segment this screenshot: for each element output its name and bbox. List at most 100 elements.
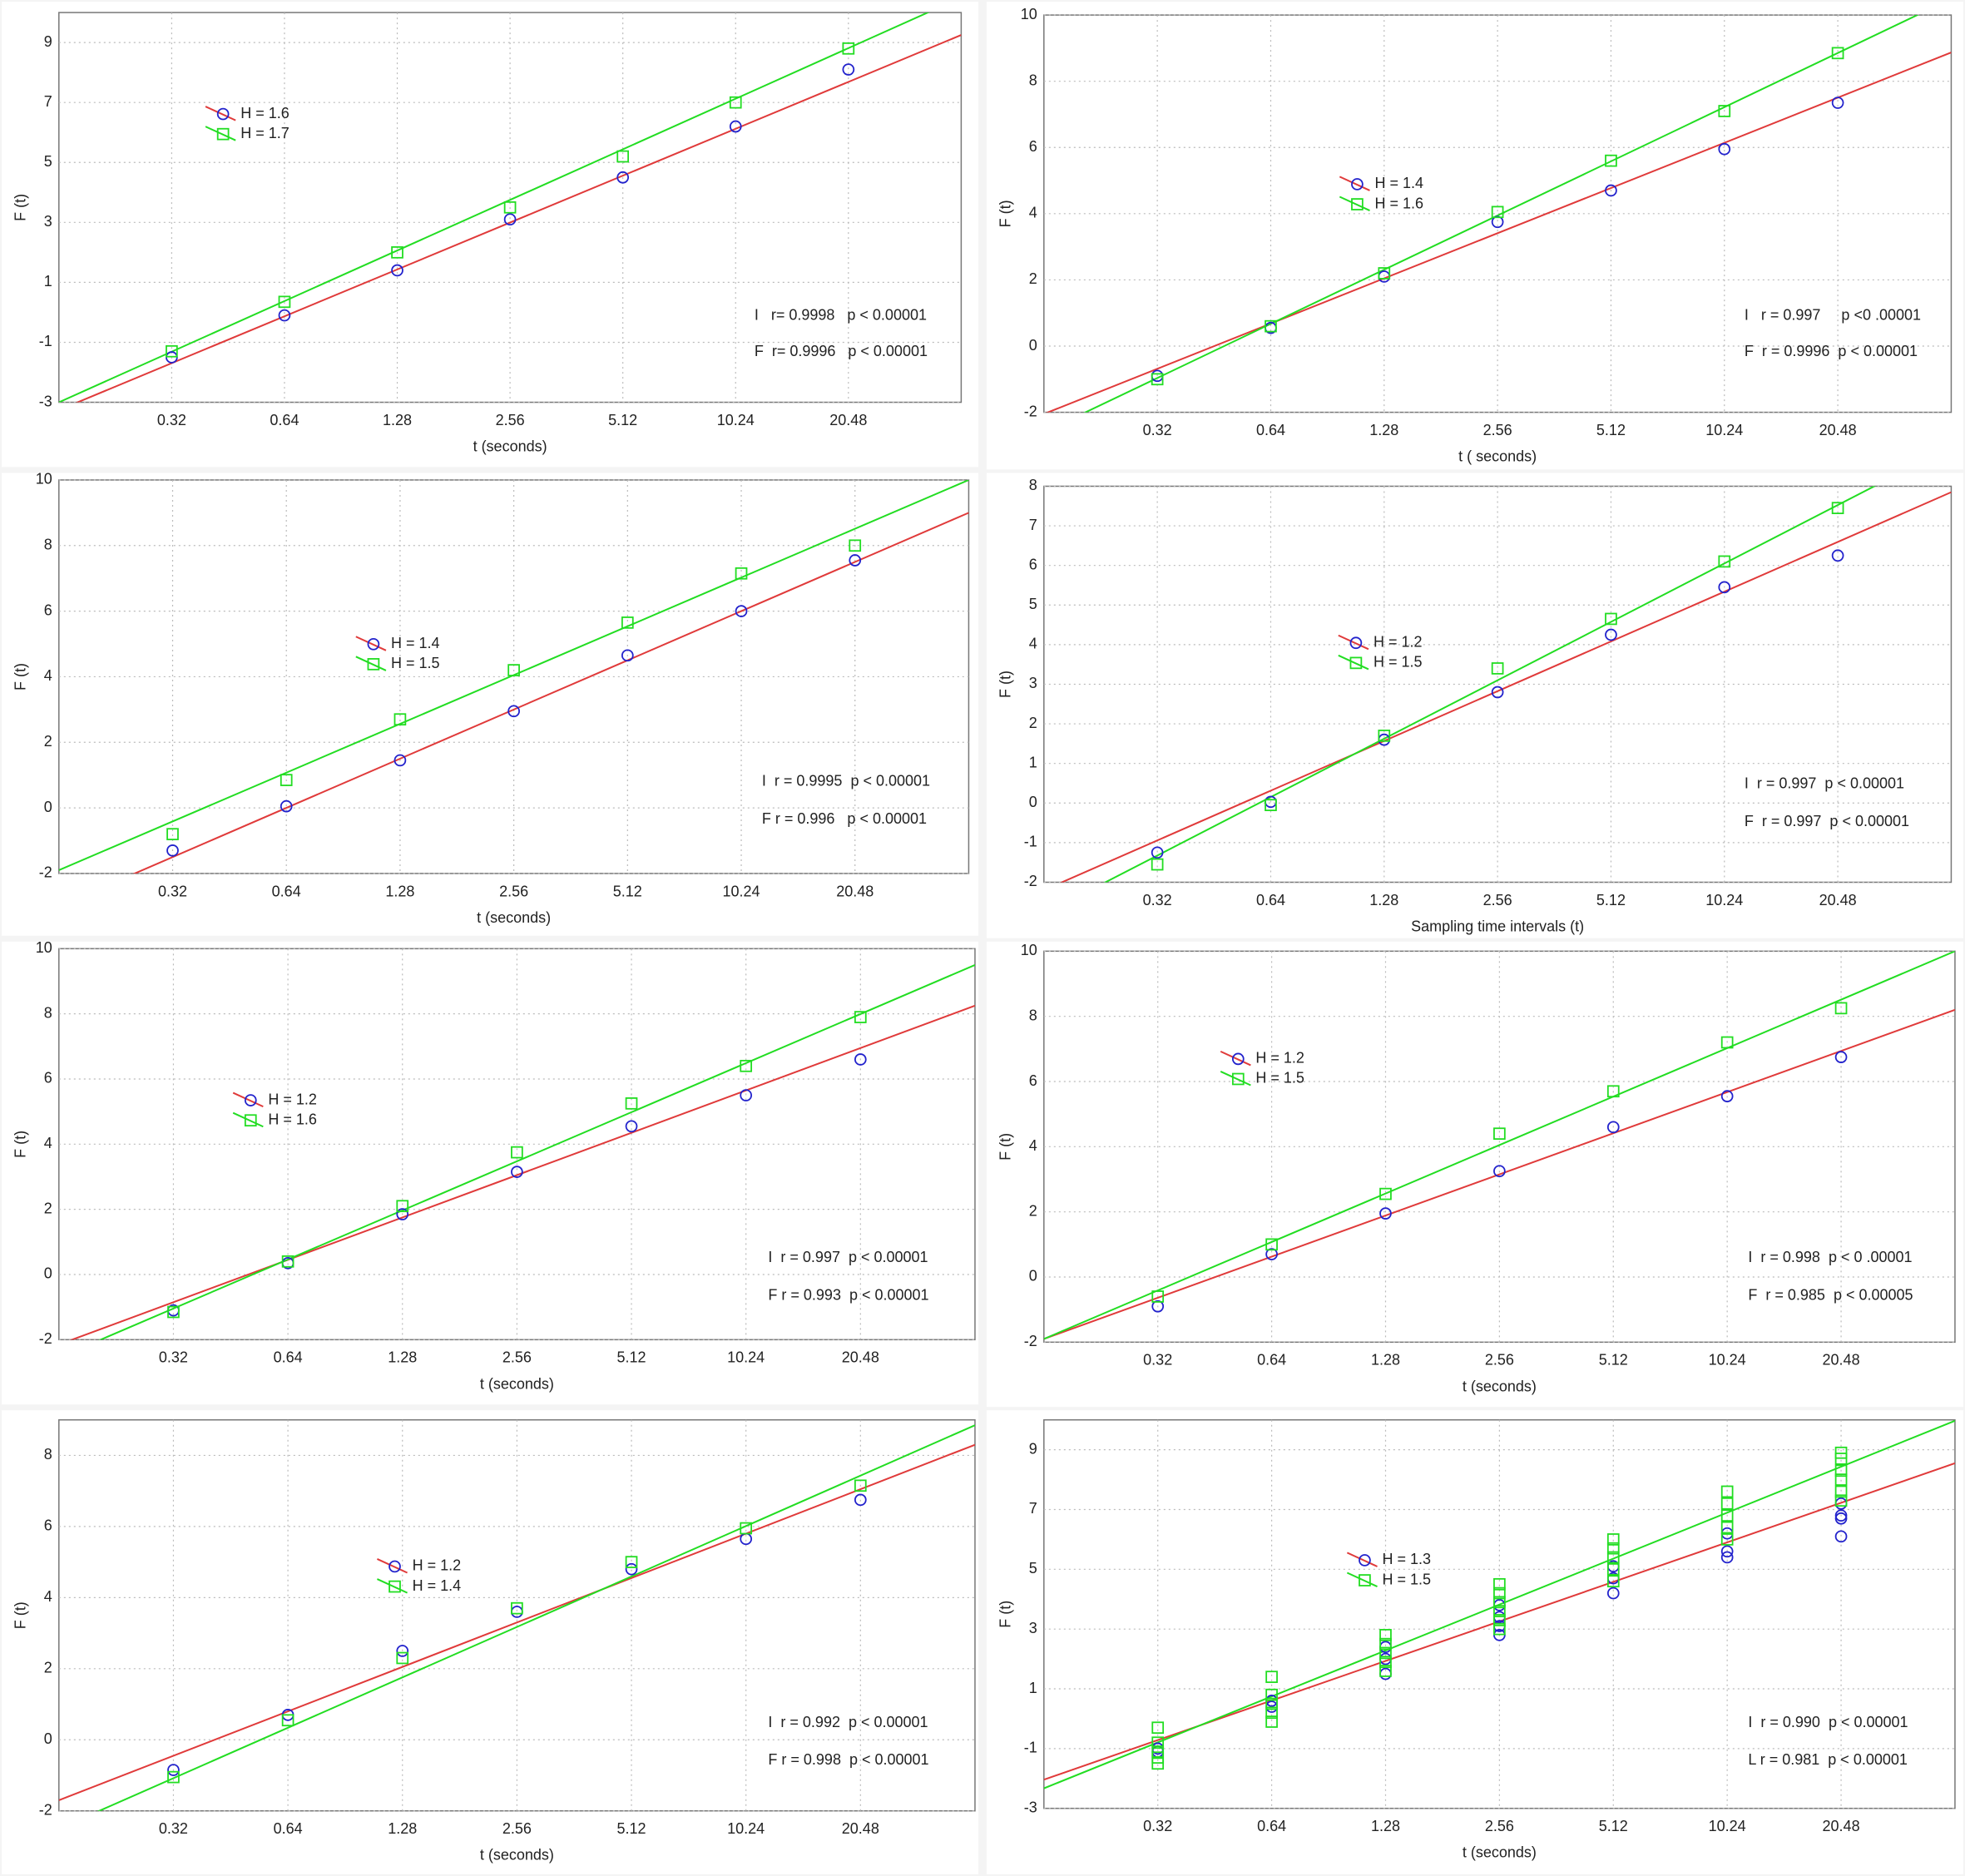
point — [1605, 184, 1617, 197]
y-tick-label: 5 — [1029, 1560, 1037, 1577]
x-tick-label: 1.28 — [1369, 422, 1398, 438]
y-tick-label: 8 — [1029, 477, 1037, 493]
y-tick-label: 8 — [1029, 72, 1037, 88]
x-tick-label: 20.48 — [829, 412, 867, 428]
fit-line — [1060, 491, 1952, 883]
x-tick-label: 0.32 — [157, 412, 186, 428]
point — [1493, 1586, 1506, 1600]
point — [1151, 1290, 1165, 1303]
point — [1493, 1605, 1506, 1617]
legend-marker — [1349, 656, 1363, 670]
fit-line — [58, 1443, 975, 1801]
point — [1605, 154, 1617, 167]
point — [166, 844, 179, 857]
legend-line — [377, 1558, 408, 1574]
legend-label: H = 1.5 — [1383, 1571, 1432, 1587]
point — [854, 1053, 867, 1066]
annotation: I r = 0.997 p < 0.00001 — [1745, 775, 1904, 792]
point — [1493, 1165, 1506, 1178]
legend-label: H = 1.3 — [1383, 1551, 1432, 1567]
point — [1606, 1562, 1620, 1576]
legend-line — [1338, 634, 1369, 651]
point — [625, 1562, 638, 1576]
y-tick-label: 8 — [44, 1004, 52, 1021]
x-tick-label: 5.12 — [617, 1820, 646, 1837]
y-tick-label: 4 — [1029, 636, 1037, 652]
legend-line — [1338, 654, 1369, 671]
legend-label: H = 1.4 — [413, 1577, 462, 1594]
x-tick-label: 20.48 — [842, 1820, 879, 1837]
point — [1834, 1002, 1848, 1015]
point — [1718, 142, 1731, 156]
x-tick-label: 1.28 — [1371, 1352, 1400, 1369]
annotation: I r = 0.997 p < 0.00001 — [768, 1249, 928, 1265]
legend-marker — [244, 1114, 257, 1127]
point — [625, 1120, 638, 1133]
point — [1265, 319, 1277, 333]
legend-label: H = 1.2 — [1374, 634, 1423, 651]
point — [1834, 1051, 1848, 1063]
point — [729, 120, 742, 133]
point — [278, 309, 291, 322]
point — [1491, 205, 1504, 219]
point — [167, 1770, 180, 1784]
point — [1378, 267, 1391, 280]
legend-label: H = 1.4 — [391, 635, 440, 651]
legend-marker — [1359, 1574, 1371, 1586]
y-tick-label: 8 — [44, 537, 52, 553]
point — [1493, 1614, 1506, 1626]
x-tick-label: 2.56 — [502, 1349, 532, 1366]
y-tick-label: 10 — [36, 939, 52, 956]
y-tick-label: -2 — [39, 864, 52, 881]
point — [842, 63, 855, 76]
point — [1265, 1671, 1278, 1683]
point — [849, 539, 862, 552]
x-tick-label: 20.48 — [836, 883, 874, 899]
point — [621, 616, 634, 629]
x-tick-label: 5.12 — [613, 883, 642, 899]
point — [1151, 846, 1164, 859]
legend-label: H = 1.2 — [268, 1091, 317, 1107]
x-tick-label: 5.12 — [1599, 1818, 1628, 1834]
point — [166, 828, 179, 840]
y-tick-label: -2 — [39, 1801, 52, 1818]
point — [1606, 1542, 1620, 1555]
point — [281, 1714, 295, 1727]
point — [1606, 1085, 1620, 1098]
x-tick-label: 0.64 — [270, 412, 299, 428]
point — [1379, 1637, 1392, 1651]
x-axis-label: t (seconds) — [1463, 1844, 1537, 1861]
fit-line — [1046, 52, 1952, 413]
legend-line — [1220, 1071, 1251, 1086]
y-tick-label: 2 — [44, 1200, 52, 1216]
point — [393, 754, 407, 767]
legend-line — [232, 1111, 264, 1128]
y-tick-label: 1 — [1029, 1680, 1037, 1696]
point — [1831, 549, 1844, 562]
y-axis-label: F (t) — [12, 663, 28, 691]
y-tick-label: -3 — [1024, 1799, 1037, 1815]
y-tick-label: 6 — [1029, 1072, 1037, 1089]
y-axis-label: F (t) — [997, 200, 1013, 227]
x-tick-label: 1.28 — [1369, 892, 1398, 908]
y-tick-label: 1 — [1029, 754, 1037, 770]
y-tick-label: 6 — [44, 601, 52, 618]
fit-line — [1103, 486, 1877, 883]
x-tick-label: 10.24 — [1709, 1818, 1746, 1834]
x-tick-label: 2.56 — [1483, 892, 1512, 908]
point — [1265, 799, 1277, 812]
x-tick-label: 2.56 — [496, 412, 525, 428]
x-tick-label: 20.48 — [1819, 892, 1857, 908]
point — [396, 1208, 409, 1220]
y-axis-label: F (t) — [12, 1131, 28, 1158]
y-axis-label: F (t) — [997, 671, 1013, 698]
legend-label: H = 1.2 — [413, 1557, 462, 1574]
x-tick-label: 20.48 — [842, 1349, 879, 1366]
x-tick-label: 0.32 — [159, 1820, 188, 1837]
x-tick-label: 0.32 — [158, 883, 187, 899]
point — [625, 1556, 638, 1568]
point — [1831, 97, 1844, 109]
legend-label: H = 1.6 — [268, 1111, 317, 1127]
y-tick-label: 6 — [1029, 556, 1037, 572]
x-tick-label: 0.64 — [1257, 1818, 1286, 1834]
